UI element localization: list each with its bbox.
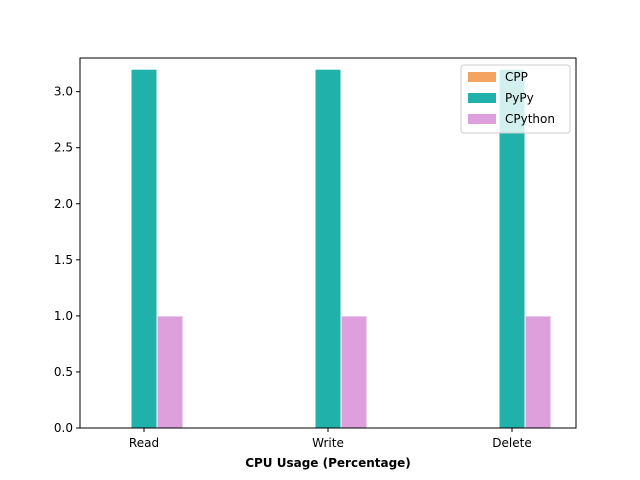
bar-pypy-read <box>130 68 158 429</box>
y-tick-label: 0.0 <box>54 421 73 435</box>
x-axis-title: CPU Usage (Percentage) <box>245 456 411 470</box>
y-tick-label: 2.5 <box>54 141 73 155</box>
y-tick-label: 1.0 <box>54 309 73 323</box>
legend: CPP PyPy CPython <box>460 64 571 134</box>
x-tick-label: Read <box>129 436 159 450</box>
x-axis: Read Write Delete <box>129 428 532 450</box>
bar-cpython-read <box>156 315 184 429</box>
x-tick-label: Write <box>312 436 344 450</box>
bar-cpython-write <box>340 315 368 429</box>
y-tick-label: 1.5 <box>54 253 73 267</box>
x-tick-label: Delete <box>492 436 531 450</box>
y-tick-label: 2.0 <box>54 197 73 211</box>
y-tick-label: 3.0 <box>54 85 73 99</box>
legend-label-cpp: CPP <box>505 70 528 84</box>
y-tick-label: 0.5 <box>54 365 73 379</box>
y-axis: 0.0 0.5 1.0 1.5 2.0 2.5 3.0 <box>54 85 80 435</box>
legend-label-pypy: PyPy <box>505 91 534 105</box>
legend-swatch-pypy <box>468 93 496 103</box>
bar-pypy-write <box>314 68 342 429</box>
legend-label-cpython: CPython <box>505 112 555 126</box>
legend-swatch-cpython <box>468 114 496 124</box>
bar-cpython-delete <box>524 315 552 429</box>
legend-swatch-cpp <box>468 72 496 82</box>
